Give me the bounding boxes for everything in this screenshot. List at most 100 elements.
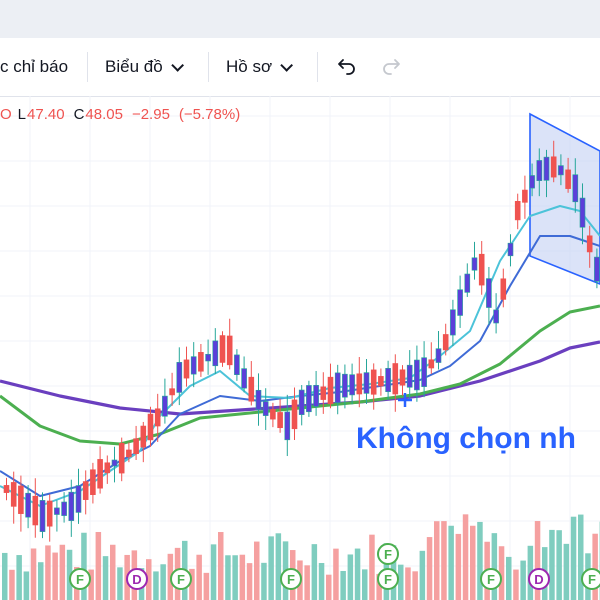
chart-type-dropdown[interactable]: Biểu đồ <box>105 38 184 96</box>
volume-bar <box>81 532 87 600</box>
candle-body <box>435 348 442 363</box>
candle-body <box>82 481 89 500</box>
volume-bar <box>30 548 37 600</box>
candle-body <box>428 359 435 369</box>
candle-body <box>61 501 67 516</box>
crosshair-plus-icon <box>398 393 412 407</box>
event-markers: F D F F FFF D F <box>69 543 600 590</box>
volume-bar <box>210 544 217 600</box>
event-marker-label: F <box>287 572 295 587</box>
volume-bar <box>549 529 555 600</box>
event-marker-circle <box>528 568 550 590</box>
candlesticks <box>3 140 600 542</box>
candle-body <box>169 388 175 396</box>
candle-body <box>471 257 478 271</box>
volume-bar <box>268 536 274 600</box>
undo-icon <box>338 59 355 75</box>
candle-body <box>464 273 471 293</box>
volume-bar <box>441 521 447 600</box>
volume-bar <box>563 543 570 600</box>
volume-bar <box>376 573 382 600</box>
volume-bar <box>506 556 512 600</box>
candle-body <box>90 469 96 495</box>
ohlc-legend: O L 47.40 C 48.05 −2.95 (−5.78%) <box>0 102 249 126</box>
volume-bar <box>189 568 195 600</box>
price-chart[interactable]: F D F F FFF D F <box>0 96 600 600</box>
volume-bar <box>462 514 469 600</box>
volume-bar <box>412 571 418 600</box>
event-marker-label: D <box>534 572 543 587</box>
profile-dropdown[interactable]: Hồ sơ <box>226 38 294 96</box>
volume-bar <box>491 533 498 600</box>
event-marker: F <box>377 543 399 565</box>
volume-bar <box>203 572 210 600</box>
volume-bar <box>419 550 426 600</box>
redo-button[interactable] <box>380 38 404 96</box>
candle-body <box>126 449 132 458</box>
volume-bar <box>347 554 354 600</box>
candle-body <box>500 278 507 300</box>
candle-body <box>198 352 204 372</box>
candle-body <box>234 354 240 375</box>
chart-toolbar: c chỉ báo Biểu đồ Hồ sơ <box>0 38 600 97</box>
chart-type-label: Biểu đồ <box>105 57 163 76</box>
candle-body <box>493 309 499 324</box>
event-marker-circle <box>581 568 600 590</box>
volume-bar <box>520 560 526 600</box>
volume-bar <box>261 562 267 600</box>
volume-bar <box>153 571 159 600</box>
event-marker-circle <box>170 568 192 590</box>
volume-bar <box>102 556 109 600</box>
volume-bar <box>477 521 483 600</box>
indicators-label: c chỉ báo <box>0 57 69 76</box>
candle-body <box>342 373 348 398</box>
volume-bar <box>534 521 541 600</box>
candle-body <box>162 395 168 417</box>
candle-body <box>363 372 370 394</box>
volume-bar <box>38 562 44 600</box>
volume-bar <box>275 533 282 600</box>
candle-body <box>25 492 31 518</box>
volume-bar <box>318 562 325 600</box>
volume-bar <box>232 555 238 600</box>
volume-bar <box>9 569 15 600</box>
close-value: 48.05 <box>85 105 123 123</box>
candle-body <box>529 175 535 189</box>
candle-body <box>10 482 17 507</box>
candle-body <box>320 386 327 400</box>
volume-bar <box>570 516 577 600</box>
event-marker-circle <box>377 568 399 590</box>
event-marker-circle <box>69 568 91 590</box>
candle-body <box>46 500 53 527</box>
candle-body <box>349 374 355 396</box>
candle-body <box>255 389 262 411</box>
candle-body <box>406 364 413 388</box>
candle-body <box>183 359 190 379</box>
low-key: L <box>17 105 27 123</box>
volume-bar <box>340 570 346 600</box>
undo-button[interactable] <box>334 38 358 96</box>
candle-body <box>457 289 463 316</box>
candle-body <box>111 459 118 467</box>
candle-body <box>176 362 183 393</box>
toolbar-divider <box>208 52 209 82</box>
candle-body <box>226 335 233 366</box>
indicators-button[interactable]: c chỉ báo <box>0 38 68 96</box>
candle-body <box>514 200 521 221</box>
event-marker-label: F <box>487 572 495 587</box>
event-marker: F <box>480 568 502 590</box>
candle-body <box>298 389 305 415</box>
annotation-text: Không chọn nh <box>356 422 576 455</box>
candle-body <box>543 156 550 181</box>
volume-bar <box>362 569 368 600</box>
candle-body <box>248 376 255 402</box>
toolbar-divider <box>87 52 88 82</box>
volume-bar <box>434 521 440 600</box>
candle-body <box>147 413 154 441</box>
event-marker: D <box>528 568 550 590</box>
redo-icon <box>383 59 400 75</box>
event-marker-circle <box>377 543 399 565</box>
candle-body <box>370 369 377 395</box>
volume-bar <box>88 569 94 600</box>
volume-bar <box>95 531 102 600</box>
